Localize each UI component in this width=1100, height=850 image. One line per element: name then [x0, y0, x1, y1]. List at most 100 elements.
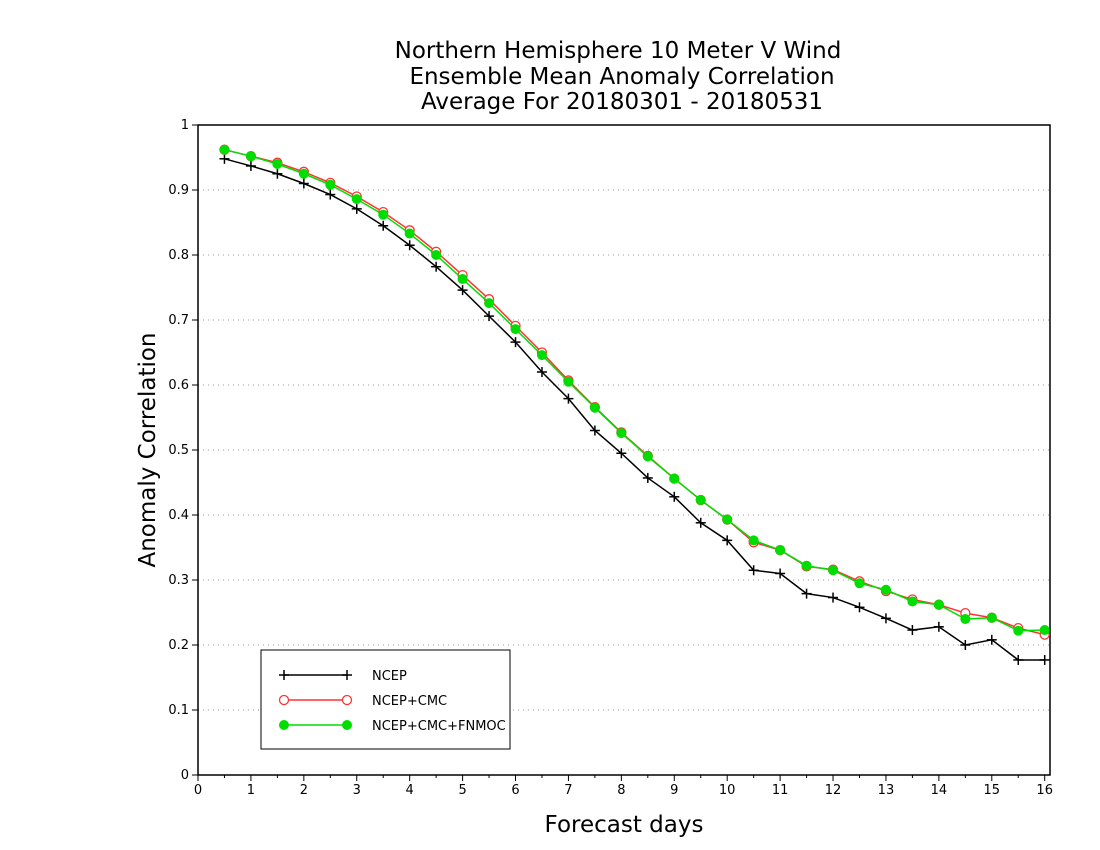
series-ncep-cmc-fnmoc-point: [960, 614, 971, 624]
series-ncep-cmc-fnmoc-point: [854, 578, 865, 589]
series-ncep-point: [616, 448, 627, 459]
legend-ncep-cmc-fnmoc-point: [342, 720, 352, 730]
series-ncep-cmc-fnmoc-point: [616, 428, 627, 439]
title-line-3: Average For 20180301 - 20180531: [421, 89, 823, 115]
series-ncep-point: [272, 168, 283, 179]
series-ncep-point: [695, 517, 706, 528]
series-ncep-cmc-fnmoc-point: [801, 560, 812, 571]
x-tick-label: 16: [1036, 783, 1053, 798]
y-tick-label: 0.7: [168, 313, 189, 328]
x-tick-label: 0: [194, 783, 202, 798]
x-tick-label: 6: [511, 783, 519, 798]
legend-box: [260, 649, 511, 750]
legend-ncep-cmc: NCEP+CMC: [278, 694, 447, 709]
x-tick-label: 10: [719, 783, 736, 798]
series-ncep-point: [669, 491, 680, 502]
x-tick-label: 5: [458, 783, 466, 798]
series-ncep-point: [325, 189, 336, 200]
y-axis-label: Anomaly Correlation: [135, 332, 161, 567]
series-ncep-point: [563, 393, 574, 404]
x-axis-label: Forecast days: [545, 812, 704, 838]
x-tick-label: 11: [772, 783, 789, 798]
series-ncep-point: [298, 178, 309, 189]
series-ncep-line: [224, 158, 1045, 661]
x-tick-label: 8: [617, 783, 625, 798]
x-axis: 0 1 2 3 4 5 6 7 8 9 10 11 12 13 14 15 16: [194, 775, 1053, 798]
y-tick-label: 1: [181, 118, 189, 133]
y-tick-label: 0.5: [168, 443, 189, 458]
series-ncep-cmc-fnmoc-point: [907, 596, 918, 607]
series-ncep-point: [219, 153, 230, 164]
y-tick-label: 0.8: [168, 248, 189, 263]
series-ncep-cmc-line: [224, 148, 1045, 636]
x-tick-label: 4: [406, 783, 414, 798]
series-ncep-cmc-fnmoc-point: [298, 168, 309, 179]
series-ncep-point: [351, 203, 362, 214]
chart-title: Northern Hemisphere 10 Meter V Wind Ense…: [395, 38, 842, 115]
series-ncep-point: [748, 565, 759, 576]
series-ncep-cmc-fnmoc-point: [880, 584, 891, 595]
y-tick-label: 0: [181, 768, 189, 783]
series-ncep-cmc-fnmoc-point: [404, 228, 415, 239]
series-ncep-point: [907, 625, 918, 636]
grid-lines: [198, 189, 1050, 711]
series-ncep-point: [801, 588, 812, 599]
series-ncep-point: [854, 602, 865, 613]
series-ncep-cmc-fnmoc-point: [325, 179, 336, 190]
x-tick-label: 3: [353, 783, 361, 798]
series-ncep-cmc-fnmoc-point: [775, 545, 786, 556]
series-ncep-cmc-fnmoc-point: [510, 324, 521, 335]
series-ncep-cmc-fnmoc-point: [669, 473, 680, 484]
y-tick-label: 0.3: [168, 573, 189, 588]
series-ncep-point: [722, 535, 733, 546]
legend-ncep-point: [279, 670, 289, 680]
x-tick-label: 9: [670, 783, 678, 798]
series-ncep-cmc-fnmoc-point: [484, 298, 495, 309]
series-ncep-point: [245, 160, 256, 171]
series-ncep-point: [431, 261, 442, 272]
legend-ncep-label: NCEP: [372, 669, 407, 684]
legend-ncep-cmc-point: [278, 694, 290, 706]
x-tick-label: 12: [825, 783, 842, 798]
series-ncep-cmc: [219, 144, 1050, 640]
series-ncep-point: [457, 285, 468, 296]
series-ncep-cmc-fnmoc-point: [219, 144, 230, 155]
series-ncep-cmc-fnmoc-line: [224, 148, 1045, 632]
y-tick-label: 0.1: [168, 703, 189, 718]
series-ncep-cmc-fnmoc-point: [272, 159, 283, 169]
series-ncep-point: [404, 240, 415, 251]
series-ncep-cmc-fnmoc-point: [589, 402, 600, 413]
series-ncep: [219, 153, 1050, 665]
series-ncep-cmc-fnmoc-point: [351, 194, 362, 205]
series-ncep-cmc-fnmoc-point: [642, 451, 653, 462]
series-ncep-cmc-fnmoc-point: [457, 274, 468, 285]
series-ncep-cmc-fnmoc-point: [695, 495, 706, 506]
legend-ncep-cmc-point: [341, 694, 353, 706]
x-tick-label: 7: [564, 783, 572, 798]
title-line-2: Ensemble Mean Anomaly Correlation: [409, 64, 834, 90]
series-ncep-cmc-fnmoc-point: [1013, 625, 1024, 636]
series-ncep-point: [642, 472, 653, 483]
series-ncep-cmc-fnmoc-point: [933, 599, 944, 610]
x-tick-label: 15: [984, 783, 1001, 798]
x-tick-label: 14: [931, 783, 948, 798]
legend-ncep-cmc-fnmoc-label: NCEP+CMC+FNMOC: [372, 719, 506, 734]
series-ncep-cmc-fnmoc-point: [722, 514, 733, 525]
series-ncep-point: [933, 621, 944, 632]
y-tick-label: 0.2: [168, 638, 189, 653]
series-ncep-point: [775, 568, 786, 579]
x-tick-label: 13: [878, 783, 895, 798]
series-ncep-cmc-fnmoc-point: [378, 209, 389, 220]
series-ncep-cmc-fnmoc: [219, 144, 1050, 636]
legend-ncep-point: [342, 670, 352, 680]
series-ncep-cmc-fnmoc-point: [1039, 625, 1050, 636]
y-tick-label: 0.6: [168, 378, 189, 393]
series-ncep-point: [1039, 654, 1050, 665]
series-ncep-cmc-fnmoc-point: [986, 612, 997, 623]
series-ncep-point: [378, 220, 389, 231]
y-tick-label: 0.4: [168, 508, 189, 523]
title-line-1: Northern Hemisphere 10 Meter V Wind: [395, 38, 842, 64]
legend-ncep: NCEP: [279, 669, 407, 684]
series-ncep-point: [536, 367, 547, 377]
